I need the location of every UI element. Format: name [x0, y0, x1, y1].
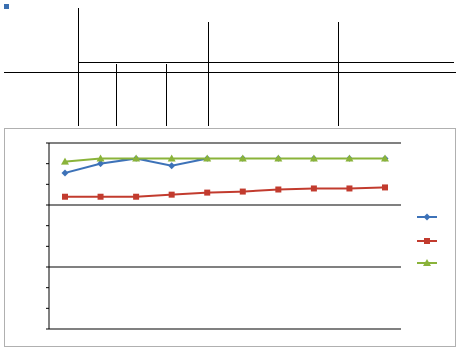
series-3-point-10 — [381, 154, 389, 162]
series-2-point-4 — [168, 191, 175, 198]
series-3-point-3 — [132, 154, 141, 162]
series-2-point-2 — [97, 193, 104, 200]
series-2-point-8 — [310, 185, 317, 192]
series-1-point-1 — [61, 169, 69, 177]
series-2-line — [65, 186, 386, 198]
series-3-line — [64, 157, 385, 163]
series-2-point-1 — [62, 193, 68, 200]
column-divider-4 — [116, 64, 117, 126]
data-table — [4, 4, 456, 126]
column-divider-5 — [166, 64, 167, 126]
series-3-point-1 — [61, 157, 69, 165]
series-1-line — [64, 157, 385, 174]
series-3-point-4 — [167, 154, 176, 162]
series-1-point-2 — [97, 160, 105, 168]
column-divider-3 — [338, 22, 339, 126]
series-3-point-2 — [96, 154, 105, 162]
legend-2-marker — [424, 238, 430, 244]
legend-1-marker — [423, 213, 431, 221]
header-divider — [78, 62, 454, 63]
series-2-point-9 — [346, 185, 353, 192]
column-divider-1 — [78, 8, 79, 126]
series-3-point-8 — [309, 154, 318, 162]
series-2-point-3 — [133, 193, 140, 200]
line-chart[interactable] — [4, 128, 456, 347]
series-2-point-5 — [204, 189, 211, 196]
legend-3-marker — [423, 259, 431, 266]
header-bottom-border — [4, 72, 456, 73]
series-3-point-7 — [274, 154, 283, 162]
column-divider-2 — [208, 22, 209, 126]
series-3-point-6 — [238, 154, 247, 162]
series-2-point-10 — [382, 184, 388, 191]
cell-selection-marker[interactable] — [4, 4, 9, 9]
series-2-point-6 — [239, 188, 246, 195]
series-1-point-4 — [168, 162, 176, 170]
chart-canvas — [46, 142, 437, 330]
series-2-point-7 — [275, 186, 282, 193]
series-3-point-9 — [345, 154, 354, 162]
series-3-point-5 — [203, 154, 212, 162]
